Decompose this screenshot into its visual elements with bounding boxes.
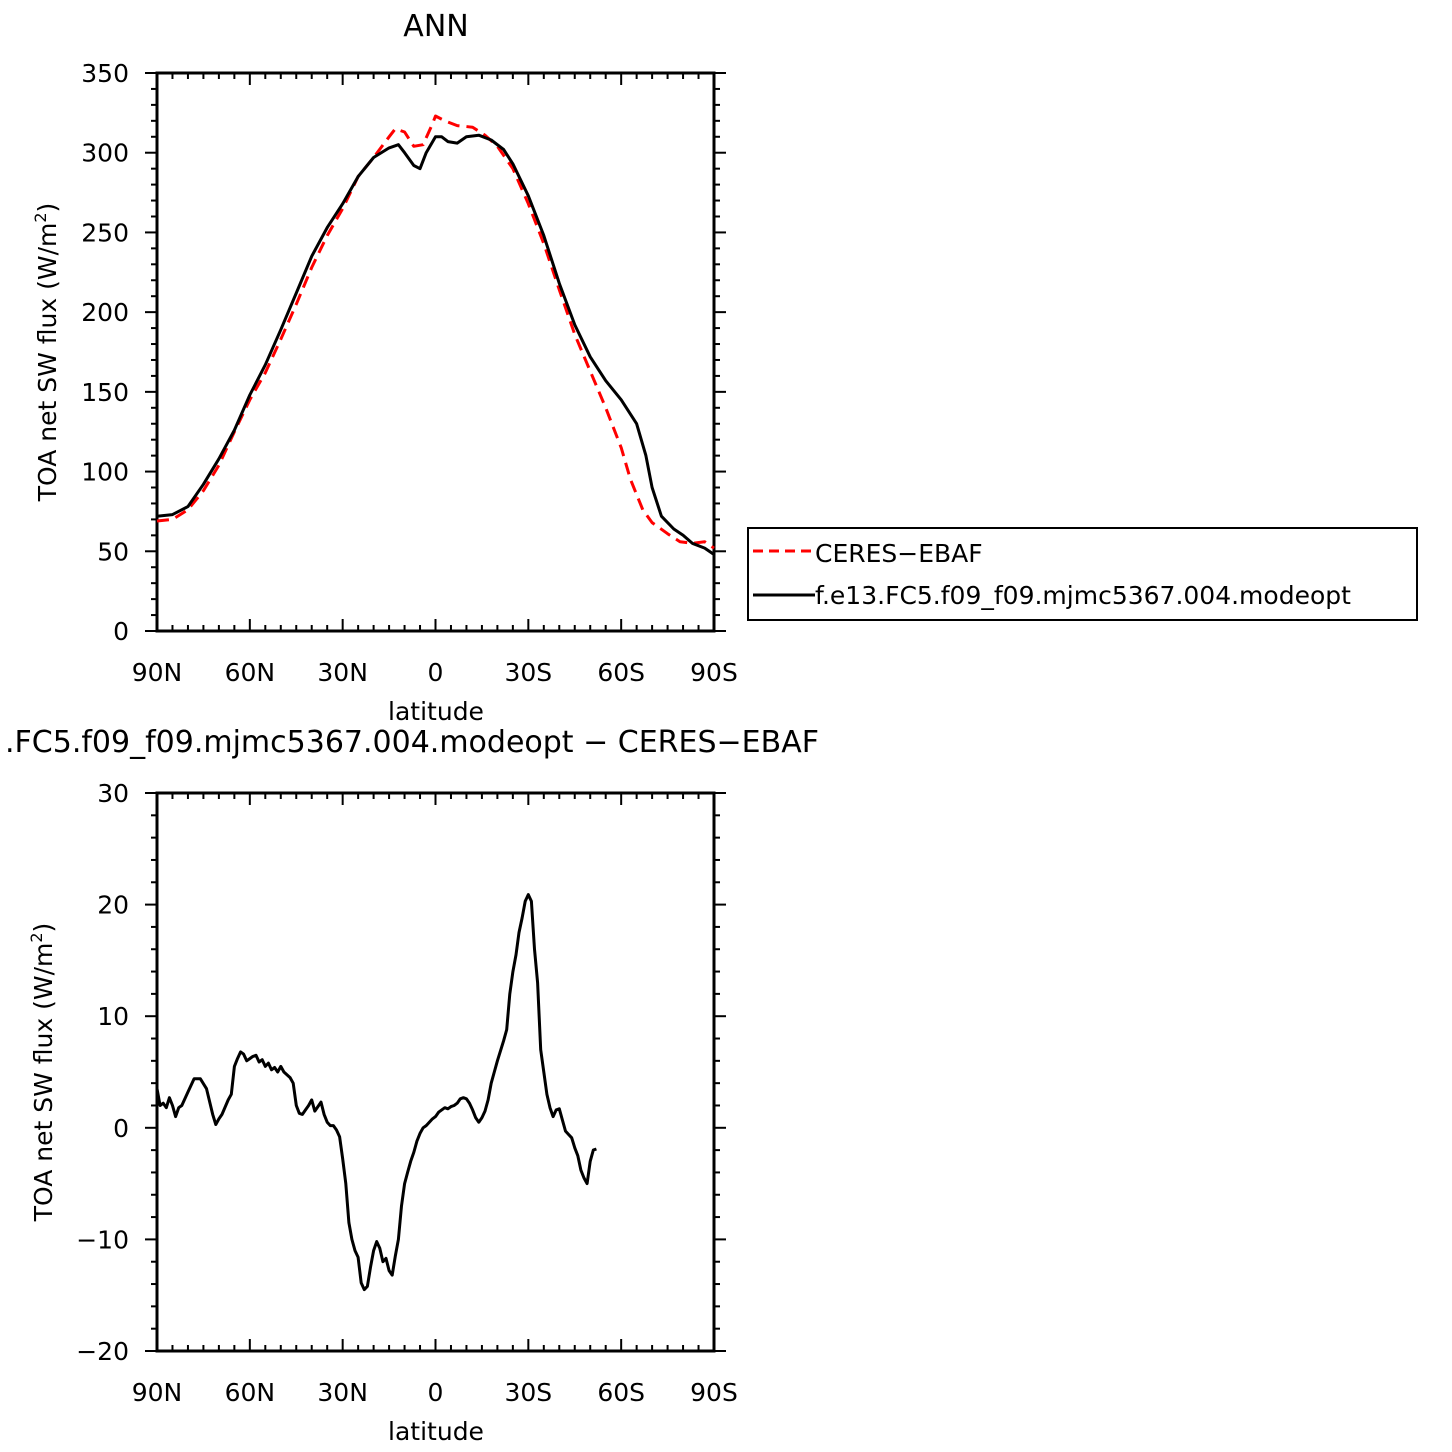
chart2-y-axis-label: TOA net SW flux (W/m2): [27, 923, 58, 1223]
chart1-x-tick-label: 90N: [132, 658, 183, 687]
chart2-y-tick-labels: 30 20 10 0 −10 −20: [76, 779, 129, 1366]
chart2-ticks: [145, 792, 726, 1352]
chart2-series-lines: [155, 893, 597, 1292]
chart1-x-tick-label: 90S: [690, 658, 738, 687]
chart1-y-tick-labels: 0 50 100 150 200 250 300 350: [81, 59, 129, 646]
chart2-x-tick-label: 90N: [132, 1378, 183, 1407]
chart1-x-tick-labels: 90N 60N 30N 0 30S 60S 90S: [132, 658, 738, 687]
chart2-y-tick-label: 0: [113, 1114, 129, 1143]
chart2-x-tick-label: 60S: [597, 1378, 645, 1407]
chart1-y-axis-label: TOA net SW flux (W/m2): [31, 203, 62, 503]
chart1-x-tick-label: 30S: [504, 658, 552, 687]
chart1-y-tick-label: 100: [81, 458, 129, 487]
chart2-x-tick-label: 0: [428, 1378, 444, 1407]
chart1-y-tick-label: 300: [81, 139, 129, 168]
legend-label-ceres: CERES−EBAF: [815, 539, 983, 568]
chart1-y-axis-label-main: TOA net SW flux (W/m: [33, 223, 62, 503]
chart1-ticks: [145, 72, 726, 632]
chart1-series-line-0: [156, 114, 715, 550]
chart2-y-tick-label: 20: [97, 891, 129, 920]
chart2-y-tick-label: 10: [97, 1002, 129, 1031]
legend-box: [747, 527, 1418, 621]
chart1-y-tick-label: 50: [97, 537, 129, 566]
chart1-plot-frame: [155, 71, 716, 633]
chart1-y-tick-label: 200: [81, 298, 129, 327]
chart2-x-tick-label: 30S: [504, 1378, 552, 1407]
chart1-series-line-1: [156, 133, 715, 556]
chart-difference: .FC5.f09_f09.mjmc5367.004.modeopt − CERE…: [5, 725, 819, 1446]
chart1-y-tick-label: 350: [81, 59, 129, 88]
chart1-y-tick-label: 0: [113, 617, 129, 646]
chart1-x-axis-label: latitude: [388, 697, 484, 726]
chart2-plot-frame: [155, 791, 716, 1353]
chart1-y-tick-label: 250: [81, 218, 129, 247]
chart2-x-tick-label: 90S: [690, 1378, 738, 1407]
chart2-x-tick-labels: 90N 60N 30N 0 30S 60S 90S: [132, 1378, 738, 1407]
legend: CERES−EBAF f.e13.FC5.f09_f09.mjmc5367.00…: [747, 527, 1418, 621]
chart2-x-tick-label: 30N: [317, 1378, 368, 1407]
chart2-y-tick-label: 30: [97, 779, 129, 808]
chart1-x-tick-label: 30N: [317, 658, 368, 687]
chart2-x-axis-label: latitude: [388, 1417, 484, 1446]
chart2-y-axis-label-sup: 2: [27, 932, 46, 942]
chart2-x-tick-label: 60N: [225, 1378, 276, 1407]
chart1-y-axis-label-sup: 2: [31, 212, 50, 222]
chart2-y-tick-label: −10: [76, 1225, 129, 1254]
chart-annual-flux: ANN 90N 60N 30N 0 30S 60S 90S 0 50 100 150 200 250 3…: [31, 9, 738, 726]
chart1-title: ANN: [403, 9, 468, 44]
chart1-y-axis-label-close: ): [33, 203, 62, 213]
chart1-y-tick-label: 150: [81, 378, 129, 407]
chart1-x-tick-label: 60S: [597, 658, 645, 687]
legend-label-model: f.e13.FC5.f09_f09.mjmc5367.004.modeopt: [815, 581, 1351, 610]
chart2-y-axis-label-close: ): [29, 923, 58, 933]
chart1-x-tick-label: 0: [428, 658, 444, 687]
chart2-title: .FC5.f09_f09.mjmc5367.004.modeopt − CERE…: [5, 725, 819, 760]
chart1-x-tick-label: 60N: [225, 658, 276, 687]
chart2-y-axis-label-main: TOA net SW flux (W/m: [29, 943, 58, 1223]
chart1-series-lines: [156, 114, 715, 556]
chart2-y-tick-label: −20: [76, 1337, 129, 1366]
chart2-series-line-0: [155, 893, 597, 1292]
